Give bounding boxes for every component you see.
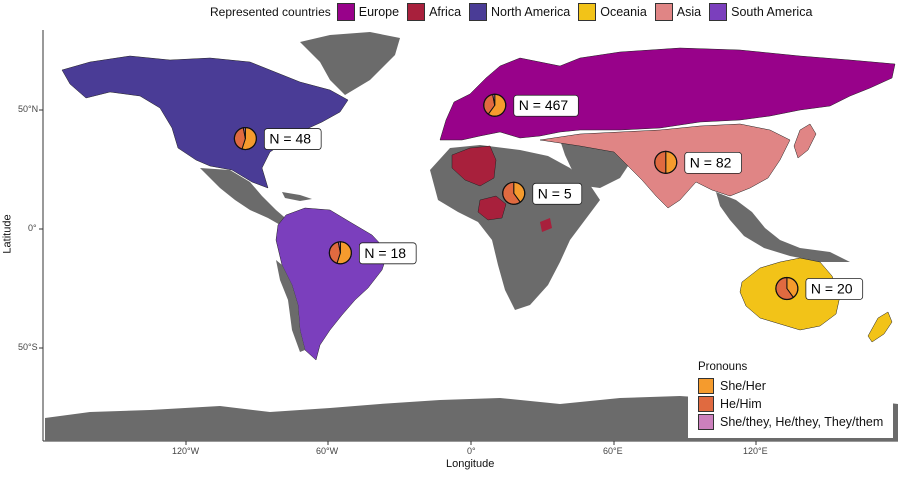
sample-size-label: N = 18: [364, 245, 406, 261]
land-new-zealand: [868, 312, 892, 342]
pie-marker-asia: N = 82: [655, 151, 742, 173]
pie-marker-africa: N = 5: [503, 182, 582, 204]
land-south-america: [276, 208, 388, 360]
legend-item-she-her: She/Her: [698, 378, 766, 394]
y-axis-title: Latitude: [2, 214, 14, 253]
legend-swatch: [698, 396, 714, 412]
legend-swatch: [578, 3, 596, 21]
sample-size-label: N = 20: [811, 281, 853, 297]
x-tick-label: 0°: [467, 446, 476, 456]
legend-swatch: [698, 378, 714, 394]
legend-item-asia: Asia: [655, 3, 701, 21]
regions-legend-title: Represented countries: [210, 5, 331, 19]
legend-label-africa: Africa: [429, 5, 461, 19]
legend-item-europe: Europe: [337, 3, 399, 21]
legend-swatch: [655, 3, 673, 21]
land-north-america: [62, 56, 348, 188]
x-axis-title: Longitude: [446, 458, 494, 470]
legend-item-they: She/they, He/they, They/them: [698, 414, 883, 430]
legend-swatch: [698, 414, 714, 430]
legend-item-africa: Africa: [407, 3, 461, 21]
sample-size-label: N = 467: [519, 97, 569, 113]
x-tick-label: 120°E: [743, 446, 768, 456]
pronouns-legend: Pronouns She/Her He/Him She/they, He/the…: [688, 358, 893, 438]
land-greenland: [300, 32, 400, 95]
pie-marker-europe: N = 467: [484, 94, 579, 116]
legend-swatch: [469, 3, 487, 21]
pie-marker-north-america: N = 48: [234, 128, 321, 150]
land-southeast-asia: [716, 192, 850, 262]
legend-item-he-him: He/Him: [698, 396, 762, 412]
legend-swatch: [709, 3, 727, 21]
y-tick-label: 0°: [28, 223, 37, 233]
x-tick-label: 60°W: [316, 446, 338, 456]
legend-item-north-america: North America: [469, 3, 570, 21]
land-japan: [794, 124, 816, 158]
pie-marker-south-america: N = 18: [329, 242, 416, 264]
legend-swatch: [407, 3, 425, 21]
legend-swatch: [337, 3, 355, 21]
legend-label-oceania: Oceania: [600, 5, 647, 19]
legend-label-he-him: He/Him: [720, 397, 762, 411]
sample-size-label: N = 5: [538, 185, 572, 201]
land-europe: [440, 48, 895, 140]
y-tick-label: 50°N: [18, 104, 38, 114]
pronouns-legend-title: Pronouns: [698, 361, 747, 373]
legend-item-oceania: Oceania: [578, 3, 647, 21]
legend-label-south-america: South America: [731, 5, 812, 19]
legend-item-south-america: South America: [709, 3, 812, 21]
legend-label-she-her: She/Her: [720, 379, 766, 393]
legend-label-europe: Europe: [359, 5, 399, 19]
pie-marker-oceania: N = 20: [776, 278, 863, 300]
x-tick-label: 120°W: [172, 446, 199, 456]
legend-label-asia: Asia: [677, 5, 701, 19]
x-tick-label: 60°E: [603, 446, 623, 456]
legend-label-they: She/they, He/they, They/them: [720, 415, 883, 429]
y-tick-label: 50°S: [18, 342, 38, 352]
regions-legend: Represented countries Europe Africa Nort…: [0, 2, 904, 22]
sample-size-label: N = 48: [269, 131, 311, 147]
land-caribbean: [282, 192, 312, 201]
sample-size-label: N = 82: [690, 154, 732, 170]
legend-label-north-america: North America: [491, 5, 570, 19]
